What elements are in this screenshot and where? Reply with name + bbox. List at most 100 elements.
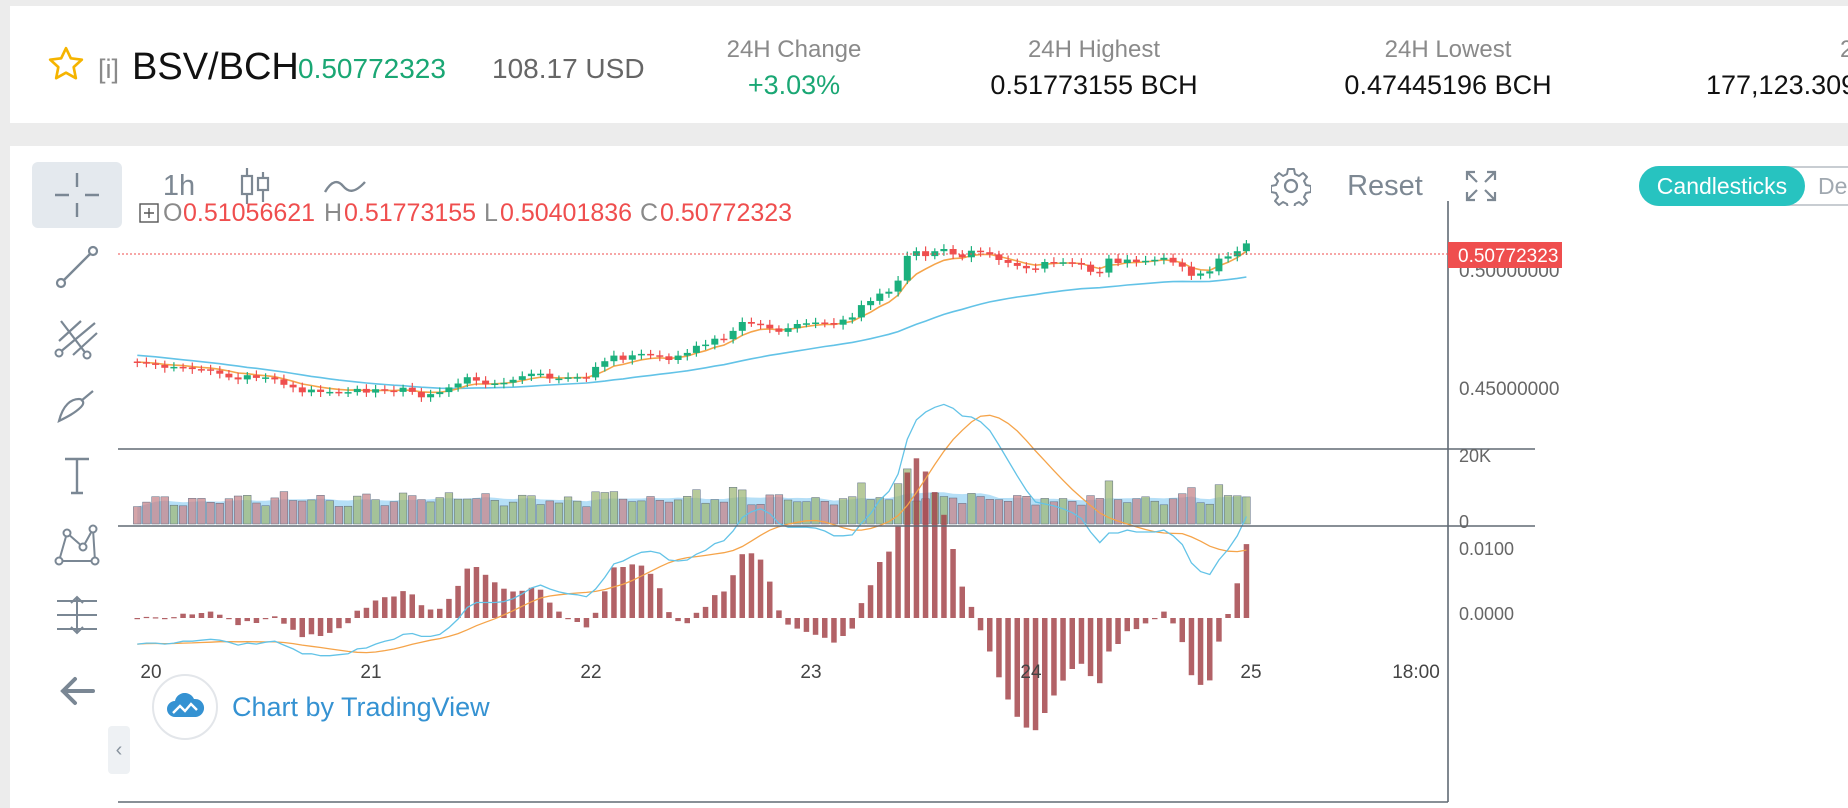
candle-body bbox=[1224, 256, 1232, 259]
volume-bar bbox=[582, 506, 591, 525]
candle-body bbox=[958, 254, 966, 258]
chart-panel: ‹ 1h Reset Candle bbox=[10, 146, 1848, 808]
depth-chart-tab[interactable]: Depth chart bbox=[1818, 172, 1848, 199]
macd-histogram-bar bbox=[785, 618, 791, 625]
time-tick: 25 bbox=[1240, 662, 1261, 683]
candle-body bbox=[537, 373, 545, 376]
trendline-icon bbox=[55, 245, 99, 289]
volume-bar bbox=[1077, 504, 1086, 525]
volume-bar bbox=[307, 499, 316, 525]
macd-histogram-bar bbox=[867, 585, 874, 618]
text-tool[interactable] bbox=[32, 442, 122, 508]
candle-body bbox=[1105, 258, 1113, 273]
expand-legend-icon[interactable] bbox=[139, 203, 159, 223]
volume-bar bbox=[948, 497, 958, 525]
candle-body bbox=[500, 382, 508, 385]
candle-body bbox=[711, 338, 719, 345]
candle-body bbox=[793, 324, 801, 329]
candle-body bbox=[857, 305, 865, 318]
macd-histogram-bar bbox=[831, 618, 837, 643]
macd-histogram-bar bbox=[730, 575, 736, 618]
macd-histogram-bar bbox=[272, 616, 278, 618]
volume-bar bbox=[1086, 495, 1095, 525]
volume-bar bbox=[884, 499, 894, 525]
indicators-button[interactable] bbox=[315, 166, 375, 206]
pitchfork-tool[interactable] bbox=[32, 304, 122, 370]
volume-bar bbox=[866, 499, 875, 525]
reset-button[interactable]: Reset bbox=[1347, 169, 1423, 202]
measure-icon bbox=[57, 595, 97, 635]
volume-bar bbox=[838, 498, 848, 525]
candle-body bbox=[1151, 259, 1159, 262]
brush-tool[interactable] bbox=[32, 374, 122, 440]
arrow-left-icon bbox=[60, 677, 95, 705]
candle-body bbox=[280, 379, 288, 385]
candle-body bbox=[830, 323, 838, 325]
volume-bar bbox=[380, 505, 389, 525]
trendline-tool[interactable] bbox=[32, 234, 122, 300]
candle-body bbox=[1142, 260, 1150, 263]
candle-body bbox=[1123, 259, 1131, 263]
candle-body bbox=[949, 249, 957, 255]
macd-histogram-bar bbox=[464, 568, 470, 618]
tradingview-watermark[interactable]: Chart by TradingView bbox=[152, 674, 490, 740]
candle-body bbox=[766, 324, 774, 329]
macd-histogram-bar bbox=[354, 610, 360, 618]
macd-signal-line bbox=[137, 414, 1247, 654]
collapse-toolbar-button[interactable]: ‹ bbox=[108, 726, 130, 774]
candle-body bbox=[133, 361, 141, 363]
legend-c-label: C bbox=[640, 199, 658, 227]
candle-body bbox=[647, 353, 655, 356]
macd-histogram-bar bbox=[446, 598, 452, 618]
volume-bar bbox=[829, 504, 839, 525]
macd-histogram-bar bbox=[904, 472, 910, 618]
macd-histogram-bar bbox=[877, 562, 883, 618]
star-icon[interactable] bbox=[46, 44, 86, 84]
macd-histogram-bar bbox=[482, 574, 489, 618]
volume-bar bbox=[188, 498, 197, 525]
volume-bar bbox=[893, 483, 903, 525]
settings-button[interactable] bbox=[1266, 166, 1316, 206]
macd-histogram-bar bbox=[143, 616, 150, 619]
volume-bar bbox=[527, 495, 536, 525]
macd-histogram-bar bbox=[345, 618, 351, 624]
price-chart[interactable]: O 0.51056621 H 0.51773155 L 0.50401836 C… bbox=[10, 146, 1848, 808]
legend-l-label: L bbox=[484, 199, 498, 227]
candle-body bbox=[573, 377, 581, 379]
volume-bar bbox=[857, 482, 866, 525]
volume-bar bbox=[169, 504, 179, 525]
macd-histogram-bar bbox=[382, 597, 388, 618]
volume-bar bbox=[463, 498, 472, 525]
pattern-icon bbox=[54, 524, 100, 566]
fullscreen-button[interactable] bbox=[1456, 166, 1506, 206]
stat-label: 24 bbox=[1840, 36, 1848, 63]
volume-bar bbox=[747, 504, 756, 525]
volume-bar bbox=[1141, 496, 1150, 525]
crosshair-tool[interactable] bbox=[32, 162, 122, 228]
candle-body bbox=[628, 355, 636, 360]
candle-body bbox=[784, 328, 792, 332]
volume-bar bbox=[151, 496, 160, 525]
candle-body bbox=[1096, 271, 1104, 274]
candle-type-button[interactable] bbox=[230, 166, 280, 206]
pattern-tool[interactable] bbox=[32, 512, 122, 578]
volume-bar bbox=[802, 501, 811, 525]
candle-body bbox=[802, 323, 810, 325]
legend-o-value: 0.51056621 bbox=[183, 199, 315, 227]
info-tag[interactable]: [i] bbox=[98, 54, 120, 84]
back-tool[interactable] bbox=[32, 658, 122, 724]
macd-histogram-bar bbox=[162, 618, 168, 620]
macd-histogram-bar bbox=[1152, 618, 1158, 620]
volume-bar bbox=[178, 505, 188, 525]
measure-tool[interactable] bbox=[32, 582, 122, 648]
volume-bar bbox=[637, 500, 646, 525]
candle-body bbox=[252, 375, 260, 378]
macd-histogram-bar bbox=[1106, 618, 1112, 652]
watermark-text: Chart by TradingView bbox=[232, 691, 490, 722]
legend-l-value: 0.50401836 bbox=[500, 199, 632, 227]
candle-body bbox=[1187, 266, 1195, 276]
candle-body bbox=[1004, 260, 1012, 263]
gear-icon bbox=[1271, 168, 1311, 206]
interval-button[interactable]: 1h bbox=[162, 169, 196, 202]
candlesticks-tab[interactable]: Candlesticks bbox=[1639, 166, 1805, 206]
